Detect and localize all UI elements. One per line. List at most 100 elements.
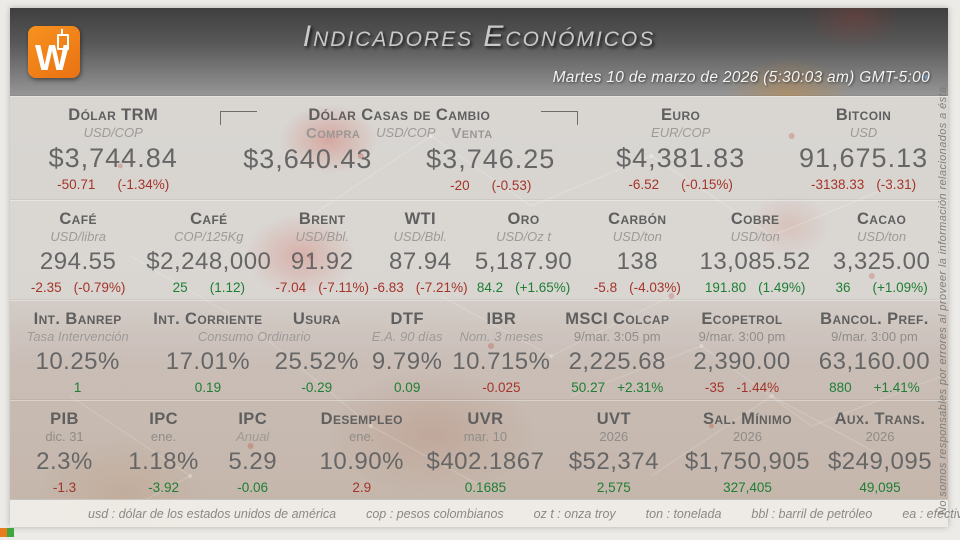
spacer xyxy=(216,177,399,194)
indicator-change: -0.29 xyxy=(271,379,364,396)
change-percent: (1.49%) xyxy=(758,280,806,295)
indicator-change: -1.3 xyxy=(10,479,119,496)
indicator-bancolombia-pref: Bancol. Pref. 9/mar. 3:00 pm 63,160.00 8… xyxy=(801,301,948,400)
indicator-change: 327,405 xyxy=(683,479,812,496)
indicator-label: Cacao xyxy=(856,210,907,228)
indicator-label: Sal. Mínimo xyxy=(703,410,792,428)
indicator-dolar-casas-cambio: Dólar Casas de Cambio Compra USD/COP Ven… xyxy=(216,97,582,200)
indicator-label: Café xyxy=(190,210,228,228)
indicator-value: 2,390.00 xyxy=(693,348,791,375)
indicator-value: $2,248,000 xyxy=(146,248,272,275)
change-percent: -1.44% xyxy=(736,380,780,395)
indicator-value: 10.715% xyxy=(452,348,551,375)
indicator-label: UVR xyxy=(467,410,504,428)
indicator-oro: Oro USD/Oz t 5,187.90 84.2 (+1.65%) xyxy=(468,201,580,300)
green-square-icon xyxy=(7,528,14,537)
indicator-value: $3,744.84 xyxy=(48,143,178,173)
indicator-value: 63,160.00 xyxy=(818,348,931,375)
indicator-cafe-cop: Café COP/125Kg $2,248,000 25 (1.12) xyxy=(146,201,271,300)
indicator-subtitle: E.A. 90 días xyxy=(371,329,443,344)
indicator-subtitle: Nom. 3 meses xyxy=(459,329,544,344)
indicator-uvr: UVR mar. 10 $402.1867 0.1685 xyxy=(426,401,544,499)
indicator-change: 2,575 xyxy=(545,479,683,496)
change-delta: 1 xyxy=(73,380,82,395)
indicator-change: 0.09 xyxy=(363,379,451,396)
abbreviations-legend: usd : dólar de los estados unidos de amé… xyxy=(10,499,960,527)
dashboard-panel: W Indicadores Económicos Martes 10 de ma… xyxy=(10,8,960,527)
legend-item-ozt: oz t : onza troy xyxy=(533,506,616,521)
indicator-value: 91.92 xyxy=(290,248,354,275)
group-subtitle: Consumo Ordinario xyxy=(197,329,311,344)
indicator-label: Euro xyxy=(661,106,701,124)
indicator-ipc-anual: IPC Anual 5.29 -0.06 xyxy=(208,401,297,499)
indicator-change: -0.025 xyxy=(451,379,551,396)
sell-value: $3,746.25 xyxy=(426,144,556,174)
indicator-value: $249,095 xyxy=(827,448,933,475)
group-values: 17.01% 25.52% xyxy=(145,345,363,379)
change-delta: -0.06 xyxy=(237,480,269,495)
change-percent: (-0.15%) xyxy=(681,177,733,192)
indicator-label: Int. Corriente xyxy=(153,310,263,328)
change-percent: (-7.21%) xyxy=(415,280,468,295)
indicator-change: -50.71 (-1.34%) xyxy=(10,176,216,193)
indicator-label: Desempleo xyxy=(320,410,403,428)
change-delta: 25 xyxy=(172,280,188,295)
indicator-change: 191.80 (1.49%) xyxy=(695,279,815,296)
indicator-label: PIB xyxy=(50,410,79,428)
legend-item-usd: usd : dólar de los estados unidos de amé… xyxy=(88,506,337,521)
indicator-change: -6.52 (-0.15%) xyxy=(582,176,779,193)
indicator-value: 294.55 xyxy=(39,248,117,275)
indicator-label: MSCI Colcap xyxy=(565,310,670,328)
indicator-euro: Euro EUR/COP $4,381.83 -6.52 (-0.15%) xyxy=(582,97,779,200)
indicator-subtitle: USD/Bbl. xyxy=(393,229,448,244)
change-delta: 880 xyxy=(829,380,852,395)
indicator-label: Oro xyxy=(507,210,540,228)
indicator-change: -7.04 (-7.11%) xyxy=(271,279,373,296)
indicator-label: Carbón xyxy=(608,210,667,228)
indicator-label: Int. Banrep xyxy=(33,310,122,328)
change-delta: 0.1685 xyxy=(464,480,507,495)
orange-square-icon xyxy=(0,528,7,537)
indicator-value: 2.3% xyxy=(36,448,93,475)
indicators-body: Dólar TRM USD/COP $3,744.84 -50.71 (-1.3… xyxy=(10,83,960,527)
indicator-value: $52,374 xyxy=(568,448,659,475)
sell-label: Venta xyxy=(451,125,493,142)
indicator-value: 2,225.68 xyxy=(568,348,666,375)
indicator-value: 17.01% xyxy=(165,348,251,375)
indicator-change: 880 +1.41% xyxy=(801,379,948,396)
buy-sell-headers: Compra USD/COP Venta xyxy=(216,125,582,142)
indicator-change: 50.27 +2.31% xyxy=(551,379,683,396)
indicator-rows: Dólar TRM USD/COP $3,744.84 -50.71 (-1.3… xyxy=(10,96,960,527)
indicator-value: 87.94 xyxy=(389,248,452,275)
indicator-subtitle: 2026 xyxy=(599,429,629,444)
change-delta: 84.2 xyxy=(476,280,504,295)
status-squares xyxy=(0,528,14,537)
indicator-change: -0.06 xyxy=(208,479,297,496)
indicator-change: 1 xyxy=(10,379,145,396)
indicator-desempleo: Desempleo ene. 10.90% 2.9 xyxy=(297,401,426,499)
change-delta: 191.80 xyxy=(704,280,747,295)
indicator-label: Usura xyxy=(292,310,341,328)
indicator-label: IPC xyxy=(238,410,268,428)
change-delta: 49,095 xyxy=(859,480,901,495)
indicator-change: -3.92 xyxy=(119,479,208,496)
indicator-wti: WTI USD/Bbl. 87.94 -6.83 (-7.21%) xyxy=(373,201,468,300)
indicator-value: $402.1867 xyxy=(426,448,545,475)
indicator-int-banrep: Int. Banrep Tasa Intervención 10.25% 1 xyxy=(10,301,145,400)
change-delta: -6.83 xyxy=(373,280,404,295)
indicator-value: 5,187.90 xyxy=(474,248,573,275)
indicator-auxilio-transporte: Aux. Trans. 2026 $249,095 49,095 xyxy=(812,401,948,499)
indicator-change: 2.9 xyxy=(297,479,426,496)
indicator-subtitle: USD/libra xyxy=(50,229,106,244)
change-percent: (1.12) xyxy=(209,280,245,295)
indicator-ecopetrol: Ecopetrol 9/mar. 3:00 pm 2,390.00 -35 -1… xyxy=(683,301,801,400)
indicator-change: -20 (-0.53) xyxy=(399,177,582,194)
group-bracket: Dólar Casas de Cambio xyxy=(216,106,582,125)
indicator-subtitle: 9/mar. 3:00 pm xyxy=(698,329,786,344)
buy-sell-changes: -20 (-0.53) xyxy=(216,177,582,194)
change-delta: 0.09 xyxy=(394,380,421,395)
change-delta: -3138.33 xyxy=(811,177,865,192)
legend-item-bbl: bbl : barril de petróleo xyxy=(751,506,873,521)
indicator-change: 36 (+1.09%) xyxy=(815,279,948,296)
